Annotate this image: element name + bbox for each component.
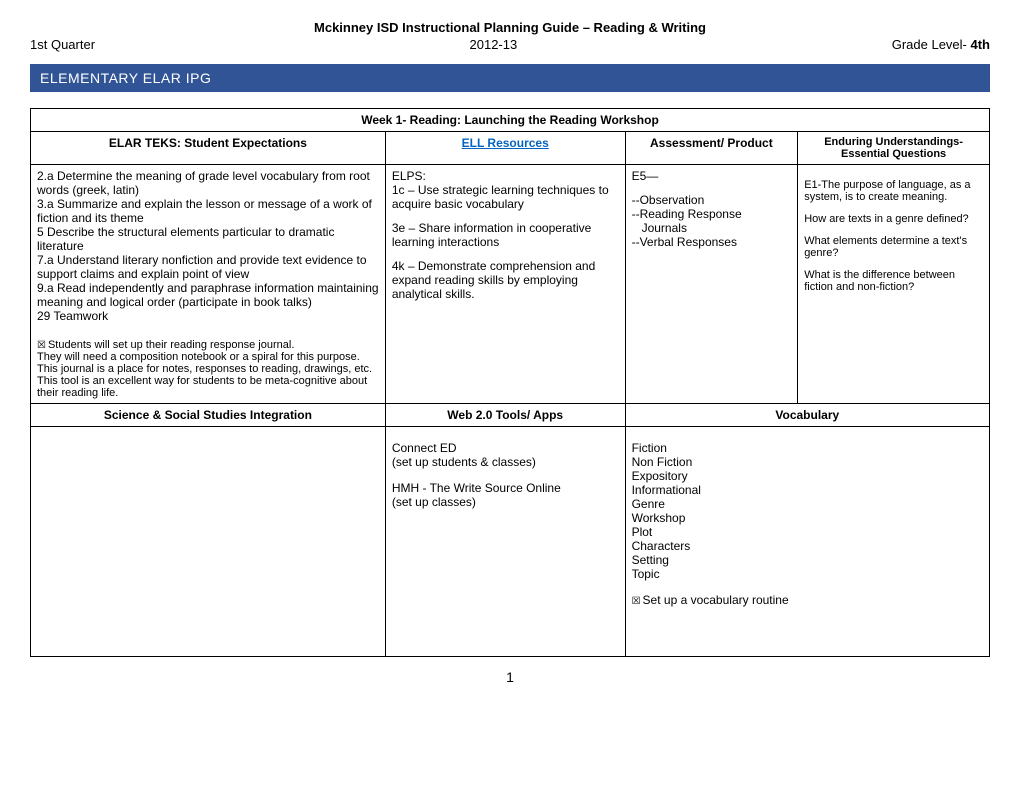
planning-table: Week 1- Reading: Launching the Reading W… [30, 108, 990, 657]
quarter-label: 1st Quarter [30, 37, 95, 52]
header-sci: Science & Social Studies Integration [31, 404, 386, 427]
doc-subheader: 1st Quarter 2012-13 Grade Level- 4th [30, 37, 990, 52]
checkbox-icon: ☒ [632, 596, 641, 607]
header-enduring: Enduring Understandings- Essential Quest… [798, 132, 990, 165]
cell-elar: 2.a Determine the meaning of grade level… [31, 165, 386, 404]
year-label: 2012-13 [95, 37, 892, 52]
cell-ell: ELPS: 1c – Use strategic learning techni… [385, 165, 625, 404]
cell-enduring: E1-The purpose of language, as a system,… [798, 165, 990, 404]
cell-web: Connect ED (set up students & classes) H… [385, 427, 625, 657]
header-elar: ELAR TEKS: Student Expectations [31, 132, 386, 165]
week-title: Week 1- Reading: Launching the Reading W… [31, 109, 990, 132]
cell-sci [31, 427, 386, 657]
header-vocab: Vocabulary [625, 404, 989, 427]
doc-title: Mckinney ISD Instructional Planning Guid… [30, 20, 990, 35]
banner-title: ELEMENTARY ELAR IPG [30, 64, 990, 92]
cell-vocab: Fiction Non Fiction Expository Informati… [625, 427, 989, 657]
header-assessment: Assessment/ Product [625, 132, 798, 165]
page-number: 1 [30, 669, 990, 685]
header-web: Web 2.0 Tools/ Apps [385, 404, 625, 427]
cell-assessment: E5— --Observation --Reading Response Jou… [625, 165, 798, 404]
grade-level: Grade Level- 4th [892, 37, 990, 52]
header-ell[interactable]: ELL Resources [385, 132, 625, 165]
checkbox-icon: ☒ [37, 340, 46, 351]
